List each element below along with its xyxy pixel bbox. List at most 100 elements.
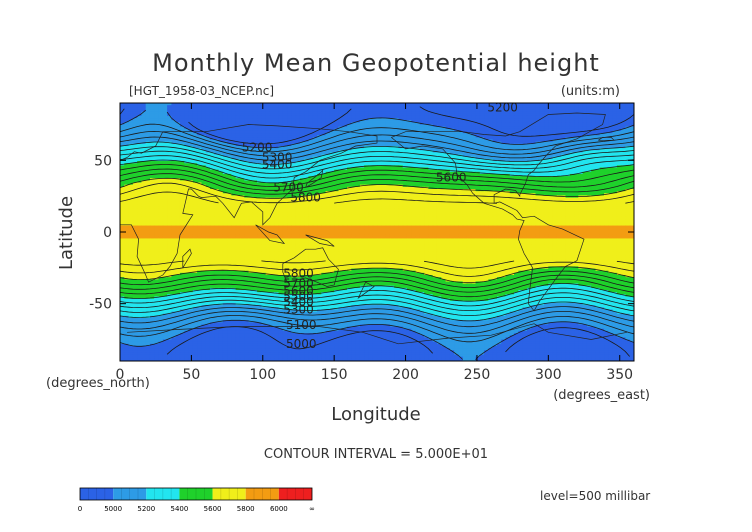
contour-cell: [321, 128, 327, 132]
contour-cell: [239, 107, 245, 111]
contour-cell: [441, 130, 447, 134]
contour-cell: [295, 122, 301, 126]
contour-cell: [205, 133, 211, 136]
contour-cell: [291, 135, 297, 138]
contour-cell: [265, 103, 271, 106]
contour-cell: [154, 120, 160, 123]
contour-cell: [509, 126, 515, 130]
contour-cell: [441, 137, 447, 141]
contour-cell: [501, 135, 507, 138]
contour-cell: [445, 128, 451, 132]
contour-cell: [381, 130, 387, 134]
contour-cell: [509, 122, 515, 126]
contour-cell: [458, 137, 464, 141]
contour-cell: [167, 109, 172, 113]
contour-cell: [436, 111, 442, 115]
contour-cell: [578, 137, 584, 141]
contour-cell: [287, 103, 292, 106]
contour-cell: [556, 109, 562, 113]
contour-cell: [132, 120, 138, 123]
contour-cell: [179, 103, 185, 106]
contour-cell: [514, 133, 519, 136]
contour-cell: [454, 122, 459, 126]
contour-cell: [381, 115, 387, 119]
contour-cell: [432, 120, 438, 123]
contour-cell: [441, 107, 447, 111]
contour-cell: [308, 141, 314, 145]
contour-cell: [556, 107, 562, 111]
contour-cell: [586, 111, 592, 115]
contour-cell: [368, 128, 374, 132]
contour-cell: [261, 128, 267, 132]
contour-cell: [496, 128, 502, 132]
contour-cell: [449, 107, 455, 111]
contour-cell: [488, 130, 494, 134]
contour-cell: [128, 141, 134, 145]
contour-cell: [141, 128, 147, 132]
contour-cell: [449, 141, 455, 145]
contour-cell: [197, 137, 202, 141]
contour-cell: [419, 139, 425, 143]
contour-cell: [265, 122, 271, 126]
contour-cell: [120, 133, 125, 136]
contour-cell: [385, 107, 391, 111]
contour-cell: [278, 141, 284, 145]
contour-cell: [158, 122, 164, 126]
contour-cell: [492, 139, 498, 143]
contour-cell: [128, 124, 134, 128]
contour-cell: [179, 122, 185, 126]
contour-cell: [218, 107, 224, 111]
contour-cell: [471, 128, 477, 132]
contour-cell: [449, 105, 455, 108]
contour-cell: [462, 124, 468, 128]
contour-cell: [505, 107, 511, 111]
contour-cell: [368, 115, 374, 119]
contour-cell: [359, 105, 365, 108]
contour-cell: [278, 105, 284, 108]
contour-cell: [535, 124, 541, 128]
contour-cell: [509, 133, 515, 136]
contour-cell: [167, 120, 172, 123]
contour-cell: [132, 135, 138, 138]
contour-cell: [158, 124, 164, 128]
contour-cell: [488, 105, 494, 108]
contour-cell: [496, 113, 502, 117]
contour-cell: [462, 120, 468, 123]
contour-cell: [308, 111, 314, 115]
contour-cell: [565, 122, 571, 126]
contour-cell: [162, 113, 168, 117]
contour-cell: [552, 105, 558, 108]
contour-cell: [518, 122, 524, 126]
contour-cell: [449, 111, 455, 115]
contour-cell: [342, 113, 348, 117]
contour-cell: [188, 118, 194, 121]
contour-cell: [222, 135, 228, 138]
contour-cell: [171, 107, 177, 111]
contour-cell: [509, 103, 515, 106]
contour-cell: [381, 105, 387, 108]
contour-cell: [329, 137, 335, 141]
contour-cell: [317, 133, 322, 136]
contour-cell: [188, 122, 194, 126]
contour-cell: [505, 126, 511, 130]
contour-cell: [308, 115, 314, 119]
contour-cell: [625, 139, 631, 143]
contour-cell: [556, 115, 562, 119]
contour-cell: [578, 105, 584, 108]
contour-cell: [201, 109, 207, 113]
contour-cell: [548, 120, 554, 123]
contour-cell: [269, 120, 275, 123]
contour-cell: [347, 135, 352, 138]
contour-cell: [389, 137, 395, 141]
contour-cell: [561, 128, 567, 132]
contour-cell: [574, 124, 579, 128]
contour-cell: [269, 130, 275, 134]
contour-cell: [261, 133, 267, 136]
contour-cell: [257, 141, 262, 145]
contour-cell: [325, 107, 331, 111]
contour-cell: [394, 113, 400, 117]
contour-cell: [265, 109, 271, 113]
contour-cell: [299, 120, 305, 123]
contour-cell: [209, 120, 215, 123]
contour-cell: [179, 120, 185, 123]
